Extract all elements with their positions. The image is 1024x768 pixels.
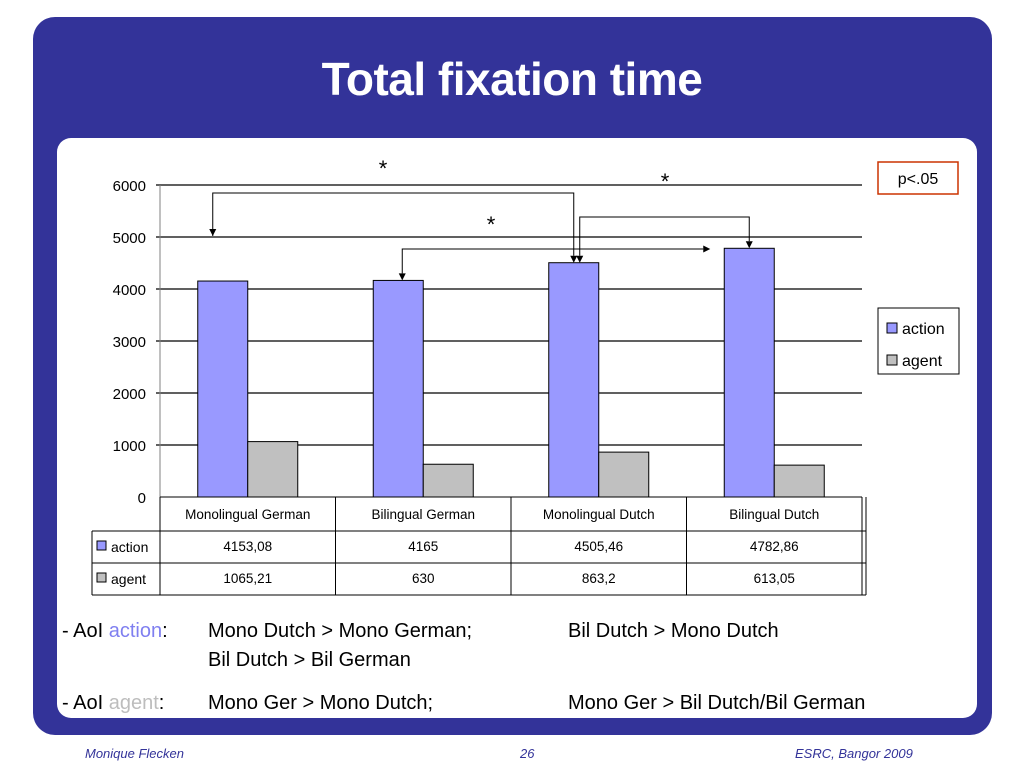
legend-label-action: action <box>902 321 945 338</box>
bar-agent-1 <box>422 463 474 498</box>
bar-action-0 <box>197 280 249 498</box>
arrow-mono-dutch-2 <box>576 255 584 263</box>
arrow-mono-german <box>209 229 217 237</box>
bar-agent-2 <box>598 451 650 498</box>
bar-action-3 <box>723 247 775 498</box>
bar-agent-0 <box>247 441 299 498</box>
data-label-agent-3: 613,05 <box>754 571 795 586</box>
arrow-bil-german <box>398 273 406 281</box>
footer-page-number: 26 <box>520 746 535 761</box>
arrow-mono-dutch-1 <box>570 255 578 263</box>
footer-event: ESRC, Bangor 2009 <box>795 746 913 761</box>
x-tick-2: Monolingual Dutch <box>543 507 655 522</box>
x-tick-0: Monolingual German <box>185 507 310 522</box>
sig-star-2: * <box>661 169 670 194</box>
significance-box <box>877 161 959 195</box>
arrow-bil-dutch-2 <box>703 245 711 253</box>
table-series-agent: agent <box>111 571 146 587</box>
y-tick-0: 0 <box>138 490 146 507</box>
bracket-mono-dutch-bil-dutch <box>579 216 750 256</box>
y-tick-3000: 3000 <box>113 334 146 351</box>
bar-agent-3 <box>773 464 825 498</box>
data-label-action-3: 4782,86 <box>750 539 799 554</box>
x-tick-1: Bilingual German <box>371 507 475 522</box>
x-tick-3: Bilingual Dutch <box>729 507 819 522</box>
legend-key-agent <box>886 354 898 366</box>
sig-star-1: * <box>379 156 388 181</box>
table-key-agent <box>96 572 107 583</box>
data-label-action-0: 4153,08 <box>223 539 272 554</box>
sig-star-3: * <box>487 212 496 237</box>
y-tick-1000: 1000 <box>113 438 146 455</box>
legend-label-agent: agent <box>902 353 943 370</box>
bar-action-2 <box>548 262 600 498</box>
legend-key-action <box>886 322 898 334</box>
y-tick-6000: 6000 <box>113 178 146 195</box>
legend-box <box>877 307 960 375</box>
data-label-agent-0: 1065,21 <box>223 571 272 586</box>
data-label-action-2: 4505,46 <box>574 539 623 554</box>
y-tick-4000: 4000 <box>113 282 146 299</box>
arrow-bil-dutch-1 <box>745 241 753 249</box>
significance-note: p<.05 <box>898 171 939 188</box>
data-label-agent-1: 630 <box>412 571 435 586</box>
y-tick-2000: 2000 <box>113 386 146 403</box>
table-key-action <box>96 540 107 551</box>
table-series-action: action <box>111 539 148 555</box>
slide-title: Total fixation time <box>321 53 703 105</box>
bracket-bil-german-bil-dutch <box>401 248 704 274</box>
data-label-agent-2: 863,2 <box>582 571 616 586</box>
bracket-mono-german-mono-dutch <box>212 192 575 256</box>
bar-action-1 <box>372 279 424 498</box>
y-tick-5000: 5000 <box>113 230 146 247</box>
footer-author: Monique Flecken <box>85 746 184 761</box>
data-label-action-1: 4165 <box>408 539 438 554</box>
